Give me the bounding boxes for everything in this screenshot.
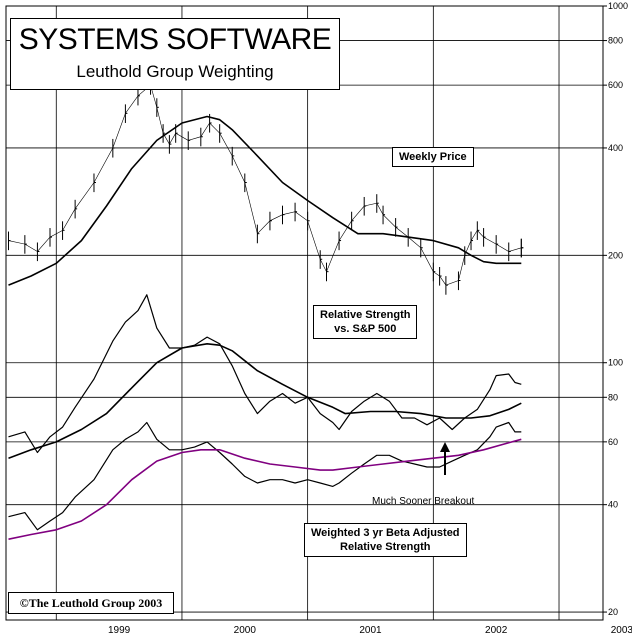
chart-title: SYSTEMS SOFTWARE [18,23,332,56]
price-bars [8,76,524,295]
y-tick-label: 800 [608,36,623,46]
series-line-2 [8,294,522,454]
title-box: SYSTEMS SOFTWARE Leuthold Group Weightin… [10,18,340,90]
weekly-price-label: Weekly Price [392,147,474,167]
x-tick-label: 2003 [611,625,632,636]
series-layer [8,76,524,540]
y-tick-label: 40 [608,500,618,510]
x-tick-label: 2001 [359,625,382,636]
axes: 1000 800 600 400 200 100 80 60 40 20 1999 2000 2001 2… [6,1,632,636]
weekly-price-label-text: Weekly Price [399,151,467,163]
series-line-4 [8,421,522,531]
weighted-rs-label-line1: Weighted 3 yr Beta Adjusted [311,527,460,539]
y-tick-label: 600 [608,80,623,90]
x-tick-label: 1999 [108,625,131,636]
breakout-note: Much Sooner Breakout [372,496,475,507]
x-tick-label: 2000 [234,625,257,636]
weighted-rs-label: Weighted 3 yr Beta Adjusted Relative Str… [304,523,467,557]
series-line-1 [8,115,522,286]
price-trace [8,84,522,286]
copyright-box: ©The Leuthold Group 2003 [8,592,174,614]
x-tick-label: 2002 [485,625,508,636]
y-tick-label: 400 [608,143,623,153]
y-tick-label: 1000 [608,1,628,11]
relative-strength-label-line2: vs. S&P 500 [334,323,397,335]
y-tick-label: 200 [608,250,623,260]
y-tick-label: 80 [608,392,618,402]
weighted-rs-label-line2: Relative Strength [340,541,431,553]
breakout-arrow-head [440,442,450,452]
relative-strength-label: Relative Strength vs. S&P 500 [313,305,418,339]
series-line-3 [8,343,522,459]
chart-subtitle: Leuthold Group Weighting [76,62,274,81]
relative-strength-label-line1: Relative Strength [320,309,411,321]
y-tick-label: 60 [608,437,618,447]
y-tick-label: 20 [608,607,618,617]
annotations [440,442,450,475]
y-tick-label: 100 [608,358,623,368]
grid [5,5,604,621]
series-line-5 [8,438,522,540]
